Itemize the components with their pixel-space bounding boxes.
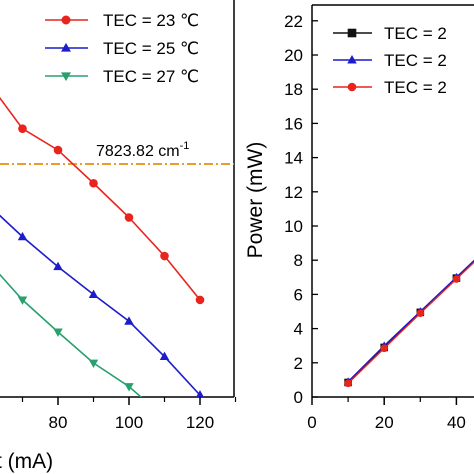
right-y-tick-label: 12 [284, 183, 303, 202]
left-data-point [88, 359, 99, 368]
left-series-line [0, 96, 201, 301]
right-y-tick-label: 0 [294, 388, 303, 407]
left-data-point [160, 414, 169, 422]
right-legend: TEC = 2 TEC = 2 TEC = 2 [333, 24, 447, 97]
left-x-tick-label: 100 [115, 413, 143, 432]
left-data-point [89, 178, 98, 188]
right-data-point [416, 309, 425, 318]
right-y-tick-label: 6 [294, 285, 303, 304]
left-legend-label: TEC = 25 ℃ [103, 39, 199, 58]
left-x-ticks: 80 100 120 [21, 397, 237, 432]
right-y-axis-label: Power (mW) [244, 142, 267, 259]
left-chart-panel: 80 100 120 7823.82 cm-1 TEC = 23 ℃ TEC = 25… [0, 0, 237, 473]
left-legend-label: TEC = 23 ℃ [103, 11, 199, 30]
right-legend-label: TEC = 2 [384, 78, 447, 97]
right-x-ticks: 0 20 40 [307, 397, 466, 432]
reference-line-label: 7823.82 cm-1 [96, 140, 189, 160]
right-y-tick-label: 18 [284, 80, 303, 99]
left-data-point [159, 351, 170, 361]
right-series-line [347, 260, 474, 383]
left-data-point [124, 316, 134, 325]
left-data-point [53, 261, 63, 271]
right-y-tick-label: 20 [284, 46, 303, 65]
right-data-point [380, 344, 389, 353]
right-legend-marker [347, 28, 357, 38]
right-legend-marker [347, 82, 357, 92]
left-data-point [195, 454, 204, 462]
right-y-tick-label: 16 [284, 114, 303, 133]
left-legend: TEC = 23 ℃ TEC = 25 ℃ TEC = 27 ℃ [45, 11, 199, 86]
left-legend-label: TEC = 27 ℃ [103, 67, 199, 86]
left-data-point [53, 328, 63, 337]
right-data-point [452, 275, 461, 283]
left-data-point [160, 251, 169, 261]
left-data-point [17, 296, 28, 305]
left-data-point [88, 289, 99, 298]
left-legend-marker [61, 15, 71, 25]
left-data-point [124, 383, 134, 392]
left-data-point [53, 145, 63, 155]
left-data-point [195, 295, 205, 305]
right-y-tick-label: 8 [294, 251, 303, 270]
right-x-tick-label: 0 [307, 413, 316, 432]
left-series-line [0, 273, 143, 397]
right-data-point [344, 379, 352, 388]
left-data-point [196, 390, 204, 397]
left-data-point [17, 231, 28, 241]
right-y-tick-label: 10 [284, 217, 303, 236]
reference-line-value: 7823.82 cm [96, 143, 180, 160]
left-series-group [0, 96, 205, 462]
right-y-ticks: 0 2 4 6 8 10 12 14 16 18 20 22 [284, 12, 318, 407]
left-data-point [124, 213, 134, 222]
right-x-tick-label: 20 [375, 413, 394, 432]
left-data-point [18, 124, 27, 133]
right-series-line [347, 259, 474, 383]
left-x-axis-label: t (mA) [0, 450, 53, 473]
right-y-tick-label: 2 [294, 354, 303, 373]
right-y-tick-label: 22 [284, 12, 303, 31]
left-legend-marker [61, 72, 71, 82]
right-series-group [343, 259, 474, 388]
left-x-tick-label: 80 [49, 413, 68, 432]
right-legend-label: TEC = 2 [384, 51, 447, 70]
right-x-tick-label: 40 [447, 413, 466, 432]
left-legend-marker [61, 42, 71, 52]
right-y-tick-label: 4 [294, 320, 303, 339]
right-legend-label: TEC = 2 [384, 24, 447, 43]
right-y-tick-label: 14 [284, 149, 303, 168]
left-x-tick-label: 120 [186, 413, 214, 432]
reference-line-unit-exponent: -1 [180, 140, 190, 152]
right-legend-marker [347, 55, 357, 64]
